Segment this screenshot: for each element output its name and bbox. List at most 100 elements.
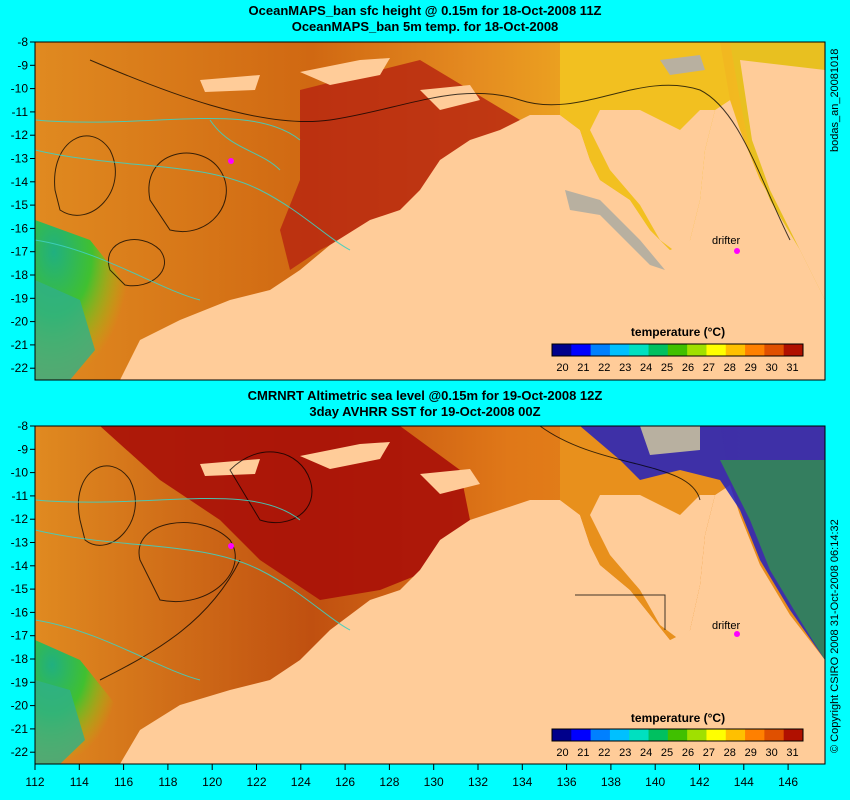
- colorbar-swatch: [552, 729, 572, 741]
- y-tick-label: -15: [11, 582, 29, 596]
- y-tick-label: -11: [12, 105, 29, 119]
- y-tick-label: -14: [11, 175, 29, 189]
- colorbar-swatch: [687, 344, 707, 356]
- x-tick-label: 132: [468, 775, 488, 789]
- y-tick-label: -11: [12, 489, 29, 503]
- colorbar-swatch: [552, 344, 572, 356]
- colorbar-swatch: [725, 729, 746, 741]
- colorbar-tick-label: 31: [786, 747, 798, 759]
- colorbar-tick-label: 21: [577, 747, 589, 759]
- y-tick-label: -22: [11, 745, 29, 759]
- colorbar-swatch: [590, 729, 611, 741]
- y-tick-label: -18: [11, 652, 29, 666]
- colorbar-swatch: [571, 729, 592, 741]
- panel1-title-line1: OceanMAPS_ban sfc height @ 0.15m for 18-…: [248, 3, 602, 18]
- colorbar-swatch: [629, 729, 650, 741]
- colorbar-swatch: [706, 344, 727, 356]
- colorbar-tick-label: 29: [745, 362, 757, 374]
- colorbar-swatch: [706, 729, 727, 741]
- y-tick-label: -9: [17, 58, 28, 72]
- y-tick-label: -21: [11, 722, 29, 736]
- x-tick-label: 128: [379, 775, 399, 789]
- y-tick-label: -16: [11, 605, 29, 619]
- y-tick-label: -13: [11, 152, 29, 166]
- y-tick-label: -18: [11, 268, 29, 282]
- y-tick-label: -12: [11, 128, 29, 142]
- colorbar-tick-label: 30: [766, 362, 778, 374]
- panel1-drifter-label: drifter: [712, 235, 740, 247]
- x-tick-label: 124: [291, 775, 311, 789]
- x-tick-label: 146: [778, 775, 798, 789]
- x-tick-label: 130: [424, 775, 444, 789]
- colorbar-tick-label: 26: [682, 362, 694, 374]
- x-tick-label: 142: [689, 775, 709, 789]
- panel1-map: drifter: [34, 42, 825, 380]
- colorbar-swatch: [648, 344, 669, 356]
- y-tick-label: -20: [11, 315, 29, 329]
- y-tick-label: -17: [11, 629, 29, 643]
- x-tick-label: 140: [645, 775, 665, 789]
- panel1-australia-land: [120, 100, 825, 380]
- colorbar-swatch: [667, 344, 688, 356]
- colorbar-swatch: [764, 344, 785, 356]
- x-tick-label: 126: [335, 775, 355, 789]
- y-tick-label: -15: [11, 198, 29, 212]
- colorbar-tick-label: 21: [577, 362, 589, 374]
- colorbar-tick-label: 28: [724, 747, 736, 759]
- panel2-colorbar-title: temperature (°C): [631, 711, 725, 725]
- y-tick-label: -16: [11, 221, 29, 235]
- colorbar-tick-label: 26: [682, 747, 694, 759]
- colorbar-tick-label: 20: [556, 362, 568, 374]
- colorbar-swatch: [745, 344, 765, 356]
- x-tick-label: 122: [246, 775, 266, 789]
- colorbar-swatch: [629, 344, 650, 356]
- colorbar-swatch: [667, 729, 688, 741]
- panel2-title-line1: CMRNRT Altimetric sea level @0.15m for 1…: [247, 388, 603, 403]
- colorbar-swatch: [783, 344, 804, 356]
- y-tick-label: -8: [17, 419, 28, 433]
- y-tick-label: -22: [11, 361, 29, 375]
- panel2-map: drifter: [34, 425, 825, 764]
- colorbar-swatch: [609, 344, 630, 356]
- colorbar-tick-label: 22: [598, 362, 610, 374]
- y-tick-label: -13: [11, 536, 29, 550]
- colorbar-swatch: [764, 729, 785, 741]
- colorbar-tick-label: 25: [661, 747, 673, 759]
- x-tick-label: 144: [734, 775, 754, 789]
- colorbar-tick-label: 30: [766, 747, 778, 759]
- y-tick-label: -10: [11, 82, 29, 96]
- colorbar-tick-label: 28: [724, 362, 736, 374]
- colorbar-tick-label: 29: [745, 747, 757, 759]
- y-tick-label: -14: [11, 559, 29, 573]
- y-tick-label: -20: [11, 699, 29, 713]
- x-tick-label: 112: [25, 775, 44, 789]
- y-tick-label: -10: [11, 466, 29, 480]
- y-tick-label: -12: [11, 512, 29, 526]
- colorbar-tick-label: 31: [786, 362, 798, 374]
- y-tick-label: -9: [17, 442, 28, 456]
- colorbar-swatch: [745, 729, 765, 741]
- colorbar-swatch: [571, 344, 592, 356]
- colorbar-swatch: [687, 729, 707, 741]
- panel2-drifter-label: drifter: [712, 620, 740, 632]
- x-tick-label: 114: [70, 775, 89, 789]
- x-tick-label: 136: [557, 775, 577, 789]
- x-tick-label: 138: [601, 775, 621, 789]
- colorbar-swatch: [648, 729, 669, 741]
- colorbar-tick-label: 23: [619, 362, 631, 374]
- y-tick-label: -21: [11, 338, 29, 352]
- x-tick-label: 120: [202, 775, 222, 789]
- y-tick-label: -19: [11, 675, 29, 689]
- colorbar-swatch: [783, 729, 804, 741]
- colorbar-swatch: [609, 729, 630, 741]
- x-tick-label: 118: [158, 775, 177, 789]
- colorbar-tick-label: 20: [556, 747, 568, 759]
- colorbar-tick-label: 24: [640, 747, 652, 759]
- panel2-title-line2: 3day AVHRR SST for 19-Oct-2008 00Z: [309, 404, 541, 419]
- panel2-australia-land: [120, 485, 825, 764]
- colorbar-tick-label: 24: [640, 362, 652, 374]
- x-tick-label: 134: [512, 775, 532, 789]
- colorbar-tick-label: 27: [703, 747, 715, 759]
- panel1-title-line2: OceanMAPS_ban 5m temp. for 18-Oct-2008: [291, 19, 559, 34]
